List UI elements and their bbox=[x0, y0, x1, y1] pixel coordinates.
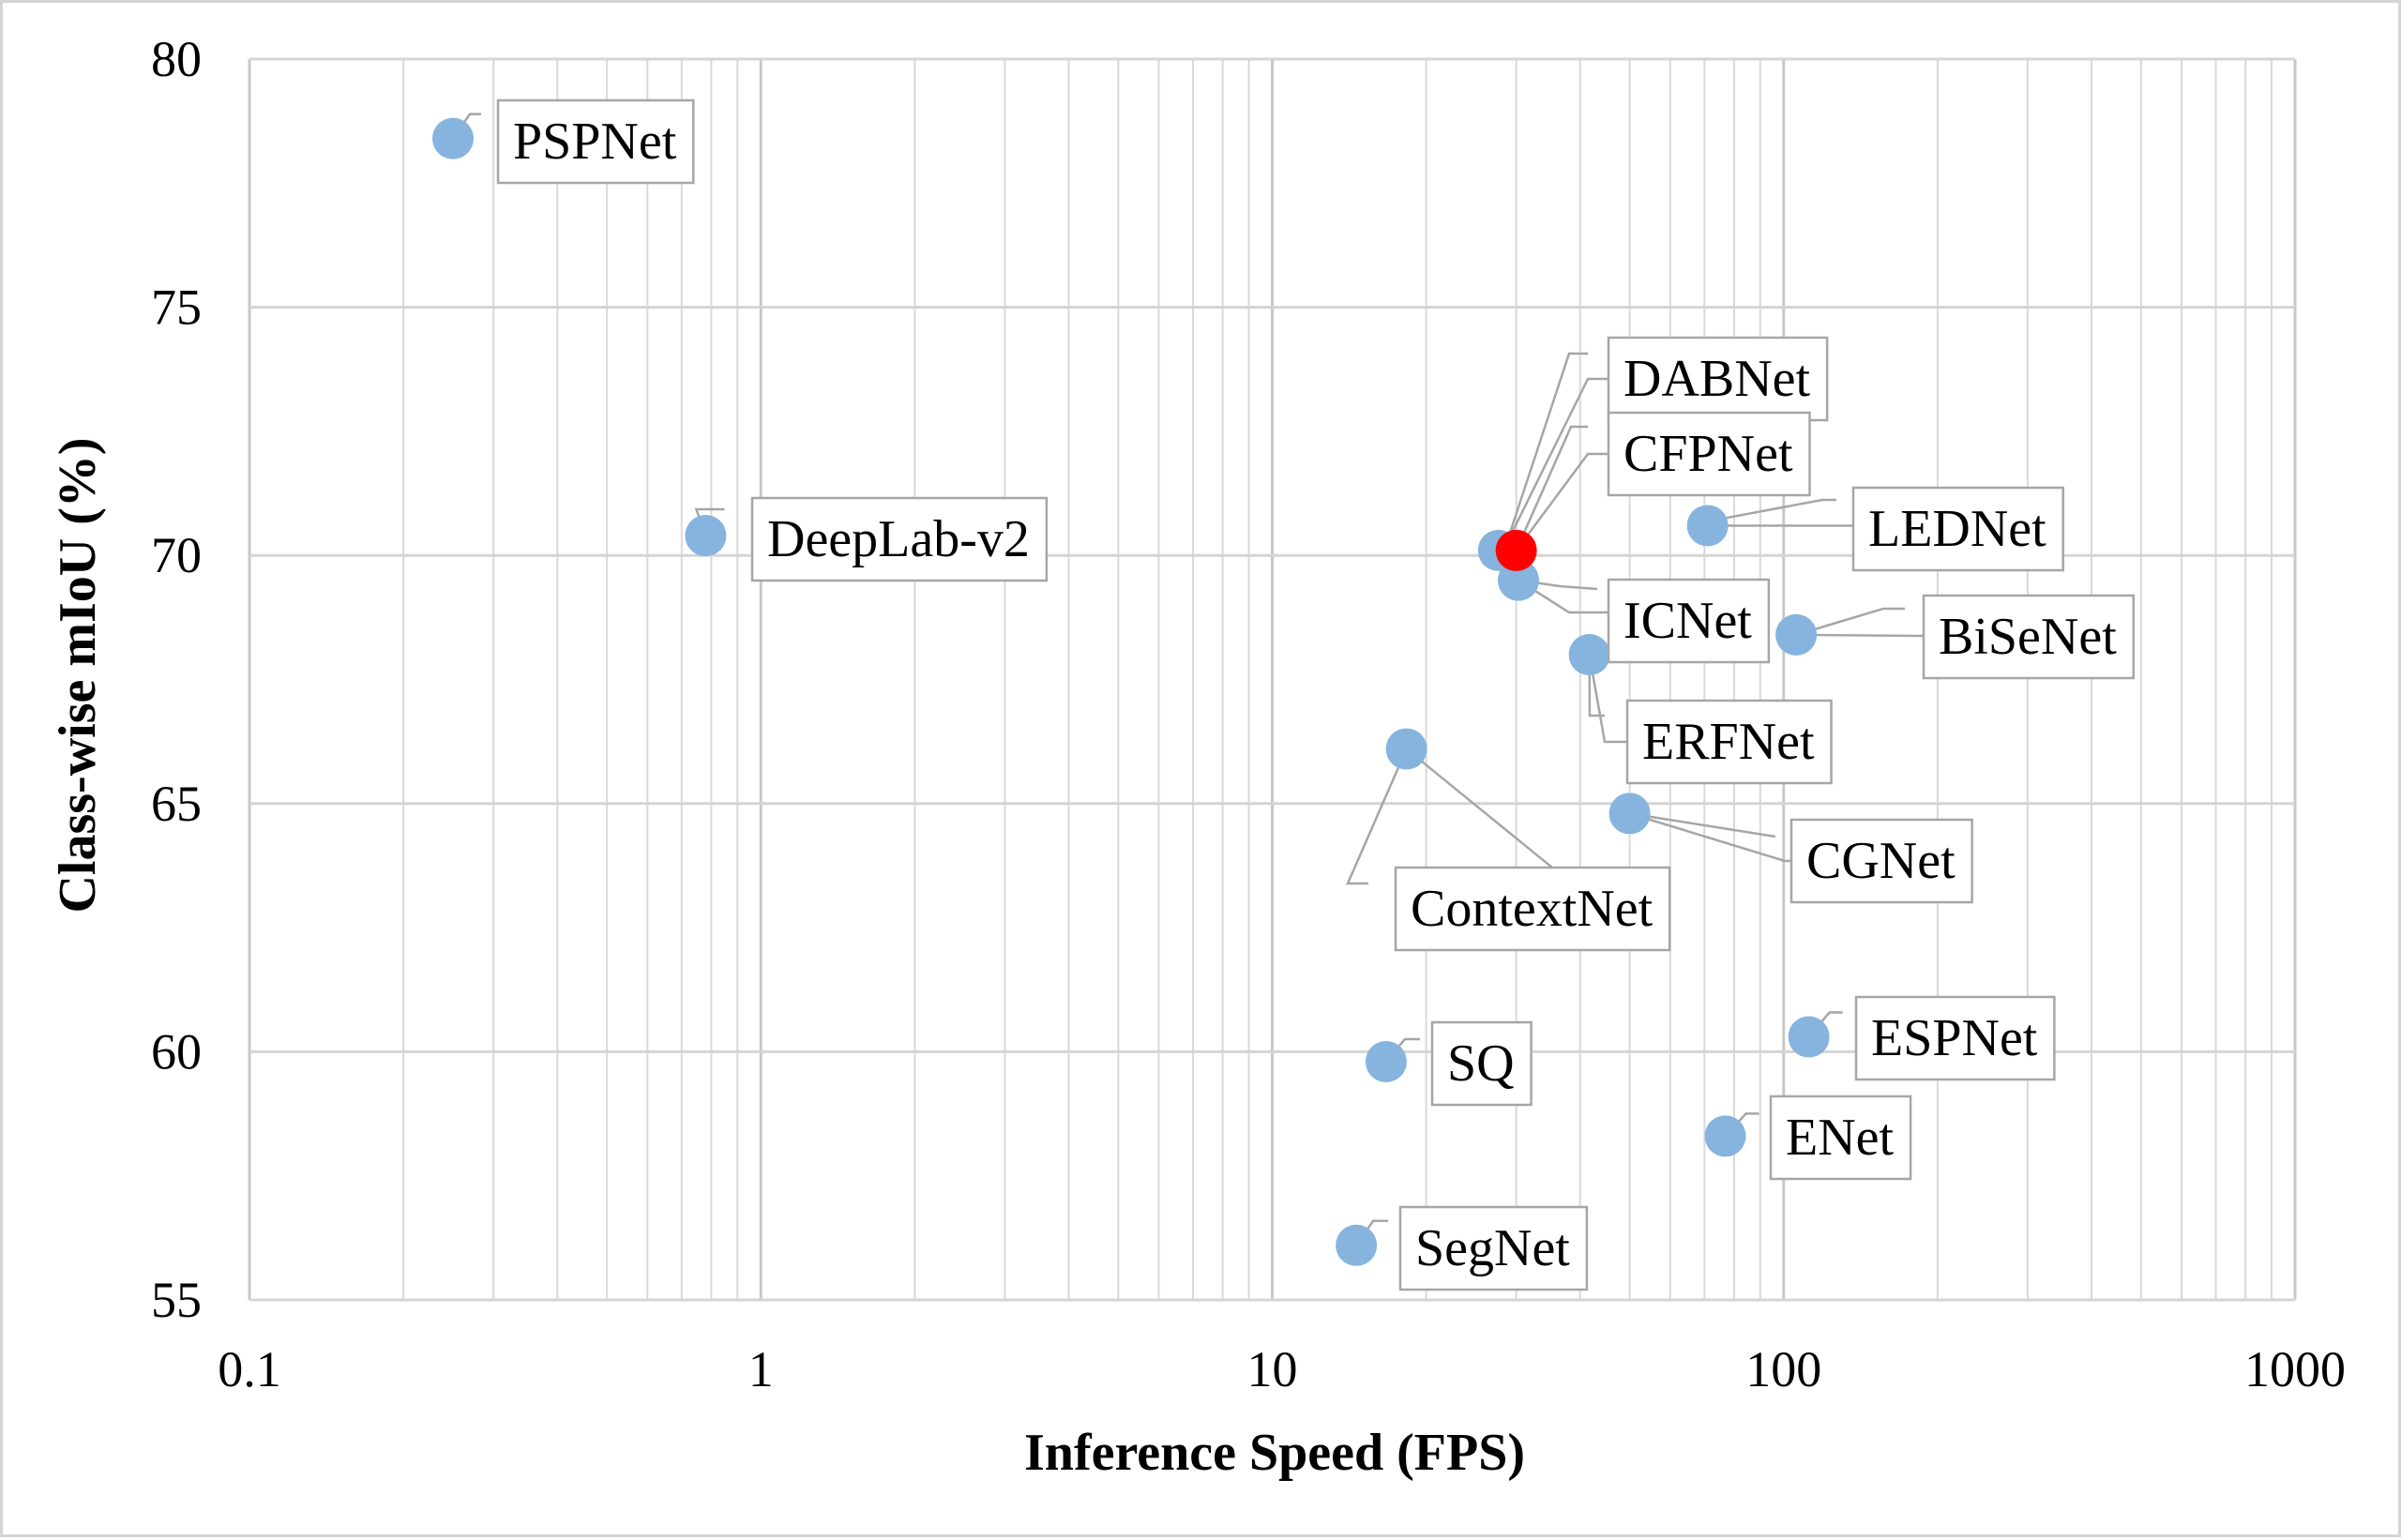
point-label-box bbox=[1430, 1020, 1533, 1107]
y-tick-label: 65 bbox=[151, 776, 202, 832]
point-label-text: ContextNet bbox=[1411, 880, 1654, 938]
point-label-text: CFPNet bbox=[1623, 425, 1793, 483]
point-label-box bbox=[1789, 818, 1973, 904]
point-label-box bbox=[1625, 699, 1833, 785]
point-label-box bbox=[1769, 1095, 1912, 1181]
point-label-box bbox=[1607, 336, 1829, 422]
data-points bbox=[431, 117, 1830, 1266]
leader-line bbox=[1515, 452, 1608, 551]
data-point bbox=[1385, 728, 1427, 770]
point-label-box bbox=[750, 496, 1049, 582]
data-point bbox=[1704, 1115, 1746, 1157]
leader-line bbox=[1714, 498, 1836, 521]
point-label-box bbox=[1851, 486, 2064, 572]
data-point bbox=[685, 515, 727, 557]
point-label-box bbox=[496, 98, 695, 185]
point-label-text: ENet bbox=[1786, 1109, 1895, 1167]
leader-line bbox=[1796, 633, 1925, 638]
data-point bbox=[1775, 613, 1818, 656]
data-point bbox=[1336, 1224, 1378, 1266]
y-tick-label: 80 bbox=[151, 31, 202, 87]
point-label-text: ERFNet bbox=[1642, 713, 1815, 771]
point-label-box bbox=[1607, 411, 1811, 497]
scatter-chart: PSPNet DeepLab-v2 DABNet CFPNet LEDNet ICNet B… bbox=[49, 31, 2346, 1482]
leader-line bbox=[1405, 747, 1553, 868]
point-label-text: ESPNet bbox=[1871, 1009, 2038, 1067]
y-tick-label: 55 bbox=[151, 1272, 202, 1328]
point-label-text: DeepLab-v2 bbox=[767, 510, 1030, 568]
point-label-box bbox=[1398, 1205, 1589, 1291]
leader-line bbox=[1504, 352, 1588, 546]
highlight-data-point bbox=[1495, 529, 1537, 571]
data-point bbox=[1686, 505, 1729, 547]
leader-line bbox=[1515, 425, 1588, 551]
x-axis-title: Inference Speed (FPS) bbox=[1024, 1424, 1525, 1482]
leader-line bbox=[1588, 654, 1627, 744]
y-tick-label: 75 bbox=[151, 279, 202, 336]
leader-line bbox=[1629, 812, 1791, 863]
point-labels: PSPNet DeepLab-v2 DABNet CFPNet LEDNet ICNet B… bbox=[496, 98, 2136, 1291]
point-label-text: SQ bbox=[1447, 1034, 1515, 1093]
data-point bbox=[431, 117, 474, 159]
tick-labels: 0.1 1 10 100 1000 55 60 65 70 75 80 bbox=[151, 31, 2346, 1397]
point-label-box bbox=[1854, 995, 2056, 1081]
data-point bbox=[1608, 793, 1651, 835]
x-tick-label: 0.1 bbox=[218, 1341, 281, 1397]
leader-line bbox=[1795, 607, 1905, 637]
x-tick-label: 1000 bbox=[2244, 1341, 2346, 1397]
point-label-text: DABNet bbox=[1623, 350, 1811, 408]
data-point bbox=[1568, 634, 1610, 676]
point-label-text: CGNet bbox=[1806, 832, 1956, 890]
point-label-text: LEDNet bbox=[1868, 500, 2046, 558]
leader-line bbox=[1346, 748, 1408, 885]
x-tick-label: 10 bbox=[1247, 1341, 1298, 1397]
data-point bbox=[1365, 1040, 1407, 1082]
leader-line bbox=[1629, 812, 1776, 838]
point-label-text: SegNet bbox=[1415, 1219, 1570, 1277]
y-axis-title: Class-wise mIoU (%) bbox=[49, 437, 107, 913]
point-label-box bbox=[1607, 578, 1771, 664]
minor-gridlines bbox=[402, 59, 2273, 1300]
leader-line bbox=[1504, 377, 1608, 546]
leader-lines bbox=[451, 113, 1925, 1246]
data-point bbox=[1498, 559, 1540, 601]
point-label-box bbox=[1394, 866, 1671, 952]
point-label-box bbox=[1922, 594, 2136, 680]
point-label-text: BiSeNet bbox=[1939, 608, 2117, 666]
y-tick-label: 70 bbox=[151, 527, 202, 583]
x-tick-label: 100 bbox=[1745, 1341, 1821, 1397]
point-label-text: PSPNet bbox=[513, 113, 677, 171]
y-tick-label: 60 bbox=[151, 1023, 202, 1080]
data-point bbox=[1788, 1016, 1830, 1058]
major-gridlines bbox=[248, 57, 2297, 1302]
point-label-text: ICNet bbox=[1623, 592, 1752, 650]
x-tick-label: 1 bbox=[748, 1341, 774, 1397]
